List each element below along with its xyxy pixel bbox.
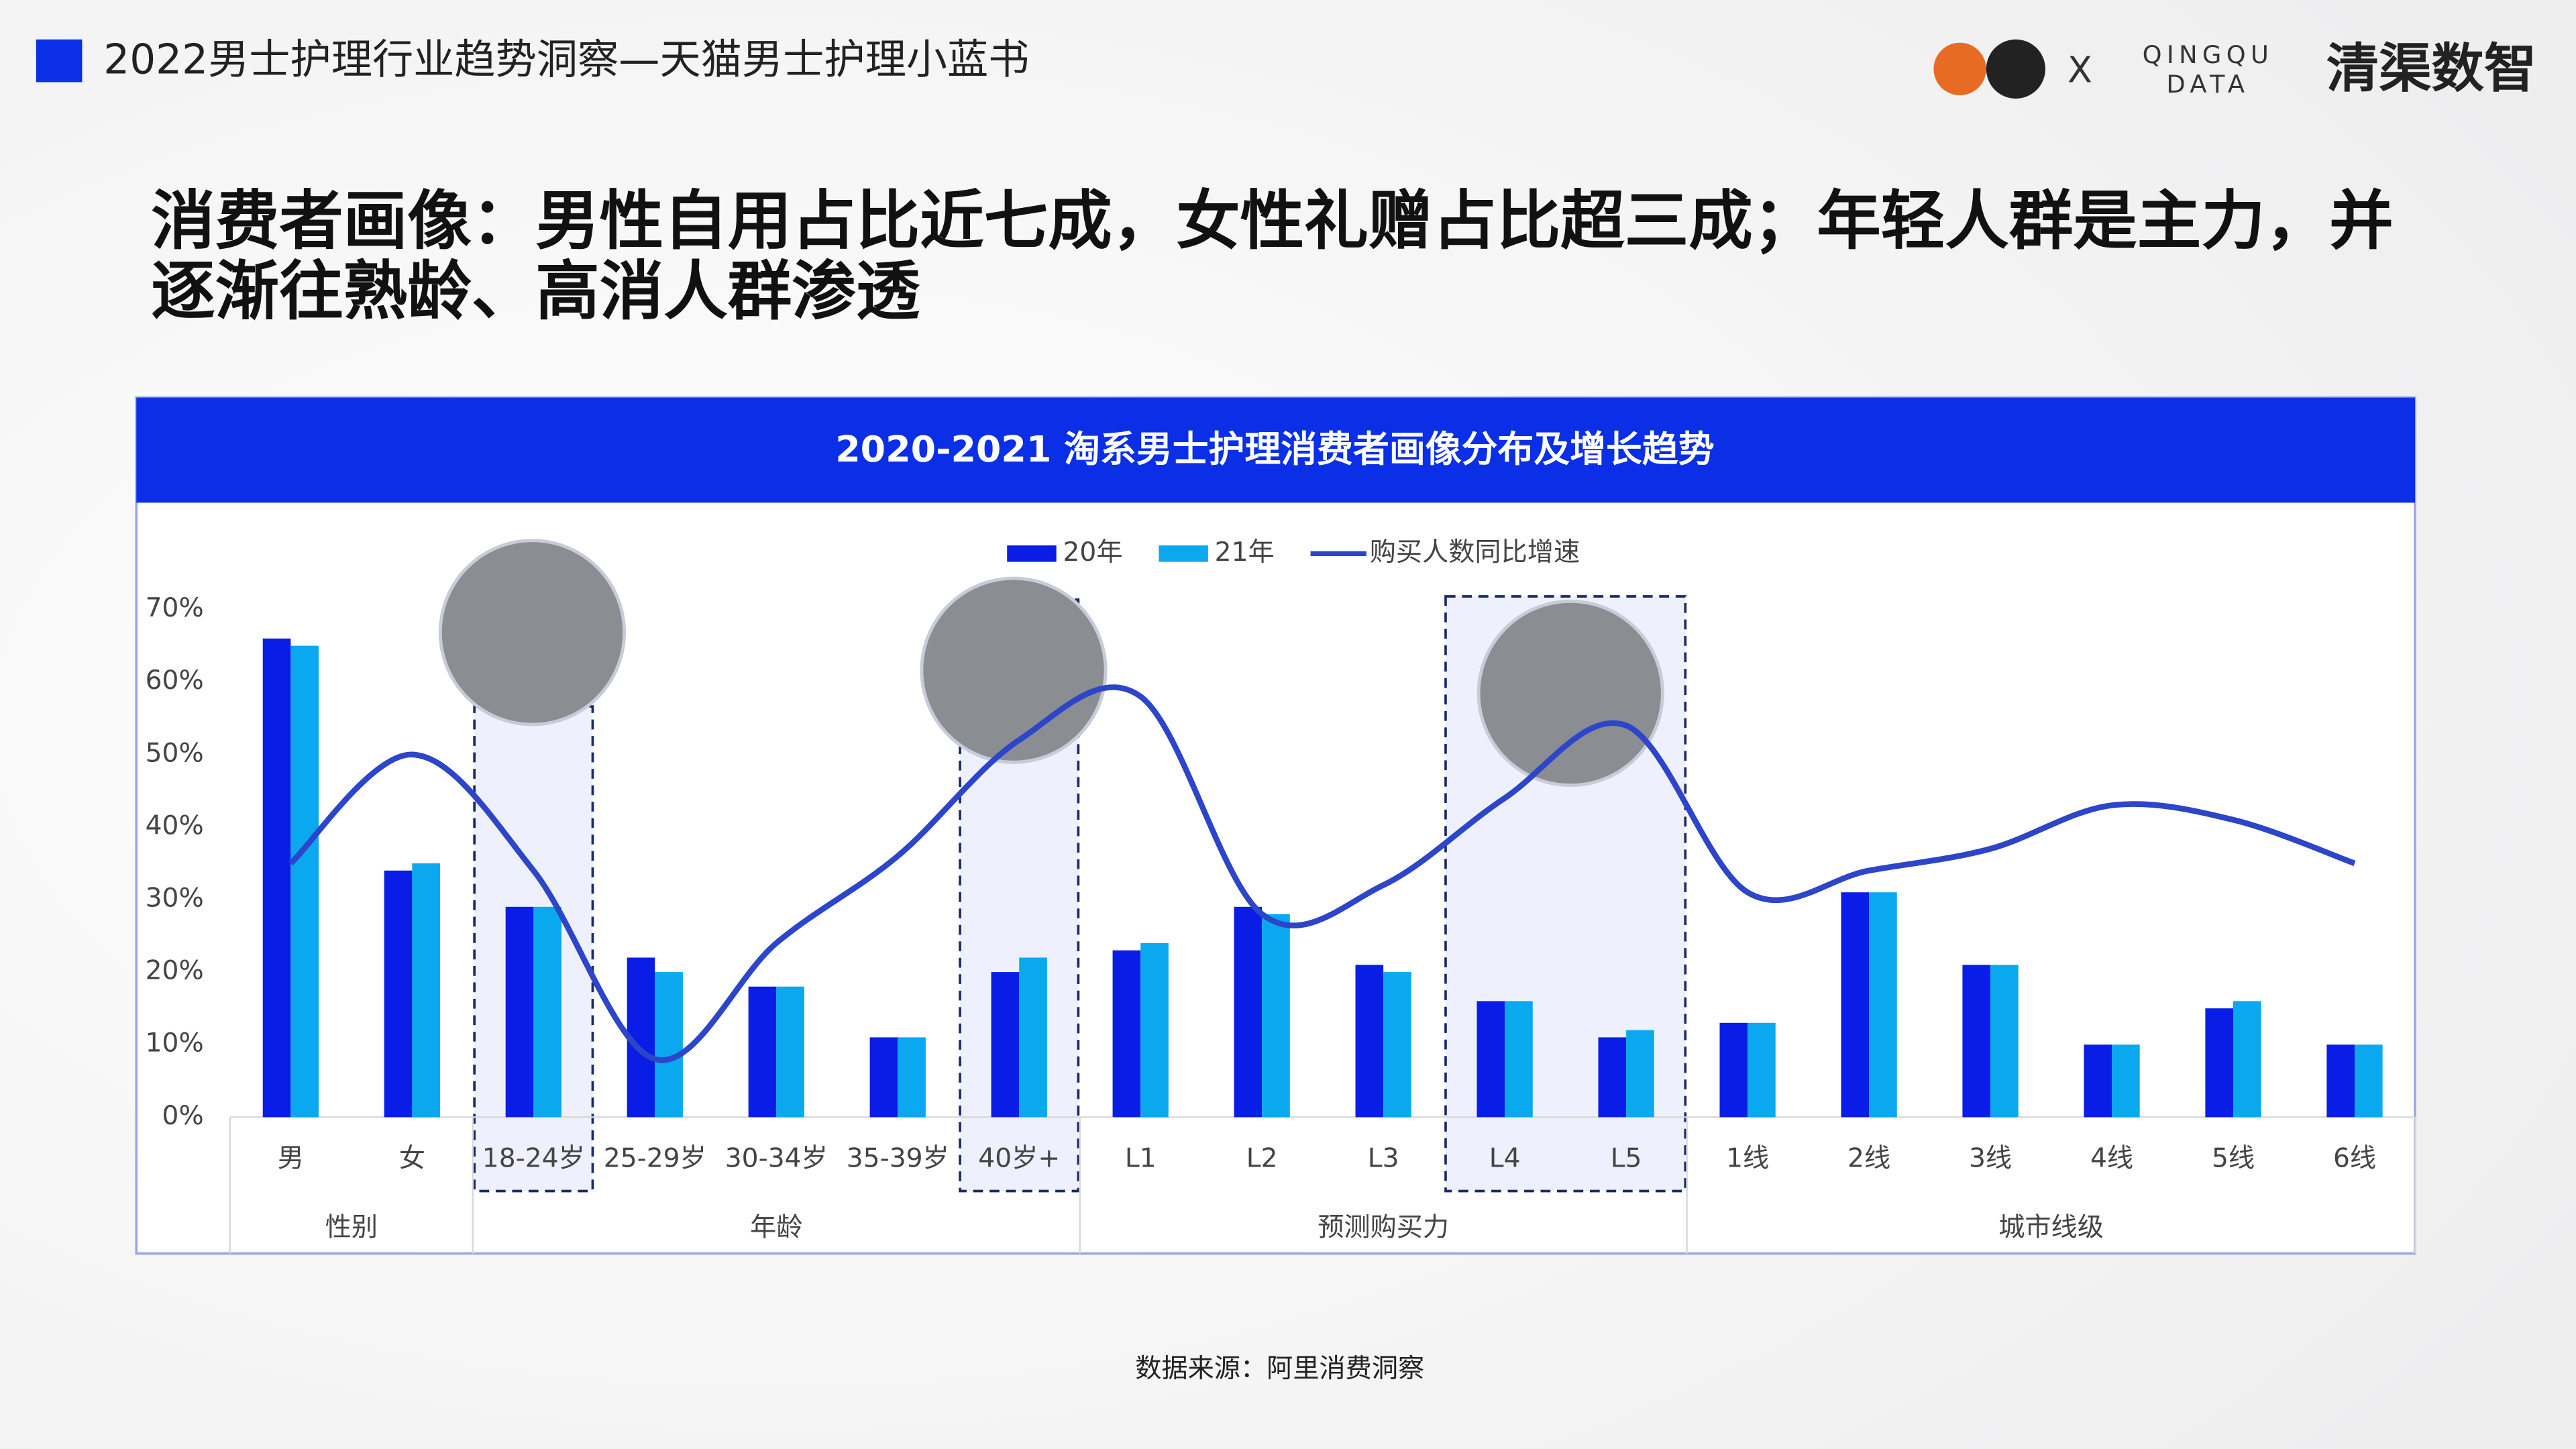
x-tick-label: 女 (399, 1143, 425, 1173)
x-tick-label: L1 (1125, 1143, 1157, 1173)
page-title: 2022男士护理行业趋势洞察—天猫男士护理小蓝书 (103, 36, 1029, 84)
bar (1748, 1022, 1776, 1118)
group-label: 预测购买力 (1318, 1212, 1449, 1242)
bar (2112, 1044, 2140, 1118)
bar (384, 870, 413, 1118)
y-tick-label: 10% (146, 1028, 204, 1059)
legend-swatch (1007, 545, 1057, 562)
x-tick-label: 30-34岁 (725, 1143, 828, 1173)
y-tick-label: 60% (146, 665, 204, 696)
x-tick-label: 3线 (1969, 1143, 2012, 1173)
logo-en: DATA (2166, 70, 2249, 99)
logo-cn: 清渠数智 (2326, 38, 2536, 99)
x-tick-label: 40岁+ (978, 1143, 1060, 1173)
bar (1990, 965, 2019, 1118)
source: 数据来源：阿里消费洞察 (1135, 1354, 1424, 1384)
x-tick-label: 男 (278, 1143, 304, 1173)
bar (748, 986, 777, 1118)
bar (1626, 1030, 1654, 1118)
x-tick-label: 18-24岁 (482, 1143, 585, 1173)
legend-label: 购买人数同比增速 (1370, 537, 1580, 568)
bar (1869, 892, 1897, 1118)
x-tick-label: 5线 (2212, 1143, 2255, 1173)
logo-icon (1933, 42, 1986, 96)
bar (1598, 1037, 1627, 1118)
logo-x: X (2068, 48, 2092, 91)
logo-icon (1986, 39, 2045, 99)
x-tick-label: 6线 (2333, 1143, 2376, 1173)
title-square (36, 39, 83, 83)
headline: 消费者画像：男性自用占比近七成，女性礼赠占比超三成；年轻人群是主力，并 (151, 183, 2393, 258)
photo (920, 576, 1108, 764)
bar (412, 863, 440, 1118)
bar (1383, 972, 1411, 1118)
bar (1477, 1001, 1505, 1118)
x-tick-label: 25-29岁 (604, 1143, 706, 1173)
bar (2233, 1001, 2261, 1118)
x-tick-label: L4 (1489, 1143, 1521, 1173)
x-tick-label: 4线 (2090, 1143, 2133, 1173)
photo (438, 539, 627, 727)
group-label: 年龄 (750, 1212, 802, 1242)
group-label: 性别 (325, 1212, 378, 1242)
bar (1262, 914, 1290, 1118)
x-tick-label: L3 (1368, 1143, 1399, 1173)
group-label: 城市线级 (1998, 1212, 2104, 1242)
bar (655, 972, 683, 1118)
bar (1019, 957, 1047, 1118)
bar (533, 906, 561, 1118)
y-tick-label: 50% (146, 738, 204, 768)
bar (1719, 1022, 1748, 1118)
y-tick-label: 30% (146, 883, 204, 913)
y-tick-label: 0% (162, 1101, 204, 1131)
bar (2084, 1044, 2112, 1118)
x-tick-label: L2 (1246, 1143, 1278, 1173)
chart-title: 2020-2021 淘系男士护理消费者画像分布及增长趋势 (835, 428, 1714, 470)
bar (2205, 1008, 2234, 1118)
bar (1841, 892, 1870, 1118)
bar (1355, 965, 1384, 1118)
bar (776, 986, 804, 1118)
bar (1112, 950, 1141, 1118)
bar (2355, 1044, 2383, 1118)
x-tick-label: 2线 (1847, 1143, 1890, 1173)
x-tick-label: 1线 (1726, 1143, 1769, 1173)
bar (1140, 943, 1169, 1118)
logo-en: QINGQU (2143, 40, 2274, 69)
legend-label: 20年 (1063, 537, 1122, 568)
x-tick-label: 35-39岁 (847, 1143, 949, 1173)
bar (1962, 965, 1991, 1118)
chart-header (136, 397, 2415, 503)
bar (898, 1037, 926, 1118)
bar (262, 638, 291, 1118)
y-tick-label: 20% (146, 956, 204, 986)
bar (1505, 1001, 1533, 1118)
x-tick-label: L5 (1611, 1143, 1642, 1173)
y-tick-label: 70% (146, 593, 204, 623)
bar (991, 972, 1020, 1118)
legend-swatch (1159, 545, 1208, 562)
photo (1477, 599, 1664, 788)
headline: 逐渐往熟龄、高消人群渗透 (151, 254, 920, 329)
legend-label: 21年 (1215, 537, 1275, 568)
growth-line (288, 684, 2356, 1063)
bar (2326, 1044, 2355, 1118)
bar (869, 1037, 898, 1118)
bar (1234, 906, 1263, 1118)
bar (290, 645, 319, 1118)
y-tick-label: 40% (146, 810, 204, 841)
bar (505, 906, 534, 1118)
